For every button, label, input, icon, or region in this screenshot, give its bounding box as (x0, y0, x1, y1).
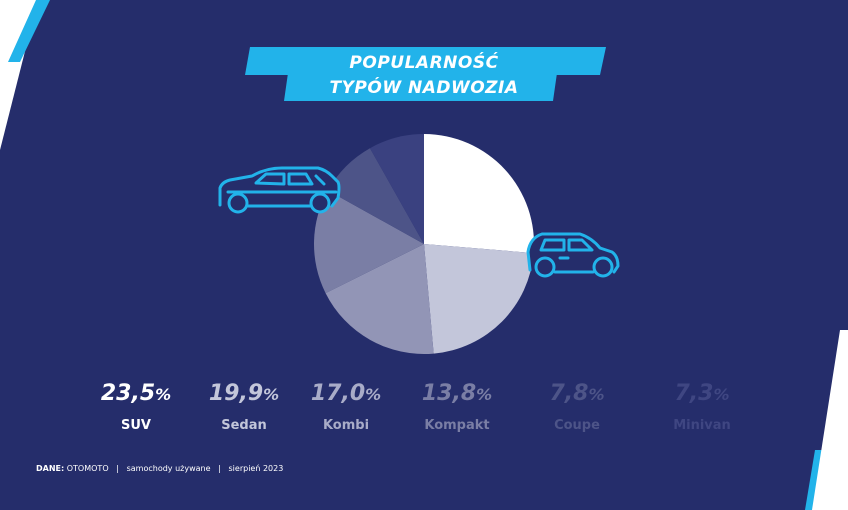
data-label-value: 13,8 (421, 381, 477, 406)
data-label-value: 23,5 (100, 381, 156, 406)
data-label-suv: 23,5% (86, 380, 186, 409)
data-label-minivan: 7,3% (652, 380, 752, 409)
pie-slice-sedan (424, 244, 534, 354)
legend-item-sedan: 19,9% Sedan (194, 380, 294, 433)
data-label-kompakt: 13,8% (407, 380, 507, 409)
data-label-value: 17,0 (310, 381, 366, 406)
data-label-value: 7,3 (674, 381, 714, 406)
hatchback-car-icon (526, 232, 620, 278)
pie-slices (313, 134, 534, 354)
footer-date: sierpień 2023 (228, 464, 284, 473)
suv-car-icon (218, 166, 341, 214)
data-label-value: 7,8 (549, 381, 589, 406)
legend-item-kompakt: 13,8% Kompakt (407, 380, 507, 433)
legend-label-coupe: Coupe (554, 418, 600, 433)
data-label-unit: % (155, 385, 172, 404)
pie-slice-kombi (325, 244, 434, 354)
legend-item-minivan: 7,3% Minivan (652, 380, 752, 433)
bottom-right-white-stripe (812, 330, 848, 510)
footer-source: OTOMOTO (66, 464, 109, 473)
pie-slice-minivan (369, 134, 424, 244)
footer-separator-2: | (218, 464, 221, 473)
legend-item-coupe: 7,8% Coupe (527, 380, 627, 433)
footer: DANE: OTOMOTO | samochody używane | sier… (36, 464, 283, 473)
top-left-blue-stripe (8, 0, 50, 62)
data-label-unit: % (263, 385, 280, 404)
pie-slice-suv (424, 134, 534, 254)
legend-label-kombi: Kombi (322, 418, 370, 433)
footer-source-label: DANE: (36, 464, 65, 473)
data-label-kombi: 17,0% (296, 380, 396, 409)
data-label-value: 19,9 (208, 381, 264, 406)
legend-label-kompakt: Kompakt (424, 418, 490, 433)
chart-title-line-2: TYPÓW NADWOZIA (329, 78, 519, 98)
data-label-unit: % (476, 385, 493, 404)
footer-separator-1: | (116, 464, 119, 473)
chart-title-line-1: POPULARNOŚĆ (349, 53, 499, 73)
data-label-unit: % (588, 385, 605, 404)
legend-item-suv: 23,5% SUV (86, 380, 186, 433)
pie-slice-coupe (327, 148, 424, 244)
legend-label-sedan: Sedan (221, 418, 267, 433)
footer-segment: samochody używane (126, 464, 211, 473)
data-label-unit: % (365, 385, 382, 404)
pie-slice-kompakt (313, 190, 424, 294)
legend-label-suv: SUV (121, 418, 151, 433)
data-label-sedan: 19,9% (194, 380, 294, 409)
legend-item-kombi: 17,0% Kombi (296, 380, 396, 433)
data-label-coupe: 7,8% (527, 380, 627, 409)
data-label-unit: % (713, 385, 730, 404)
legend-label-minivan: Minivan (673, 418, 731, 433)
